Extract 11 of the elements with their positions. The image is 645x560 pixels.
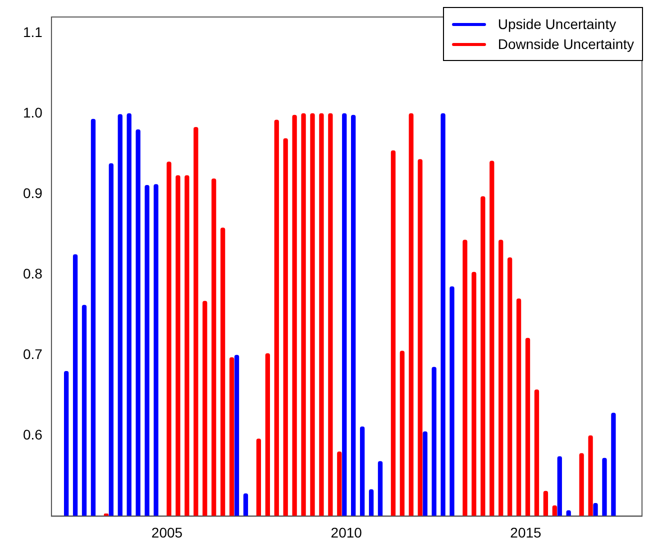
legend-label: Downside Uncertainty	[498, 35, 634, 54]
y-tick-label: 1.1	[22, 24, 43, 40]
y-tick-label: 0.6	[22, 426, 43, 443]
x-tick-label: 2005	[151, 524, 183, 540]
y-tick-label: 0.9	[22, 184, 43, 201]
y-tick-label: 0.7	[22, 346, 43, 362]
x-tick-label: 2010	[330, 524, 362, 540]
y-tick-label: 1.0	[22, 104, 43, 120]
y-tick-label: 0.8	[22, 266, 43, 282]
legend-label: Upside Uncertainty	[498, 15, 616, 34]
x-tick-label: 2015	[510, 524, 542, 540]
